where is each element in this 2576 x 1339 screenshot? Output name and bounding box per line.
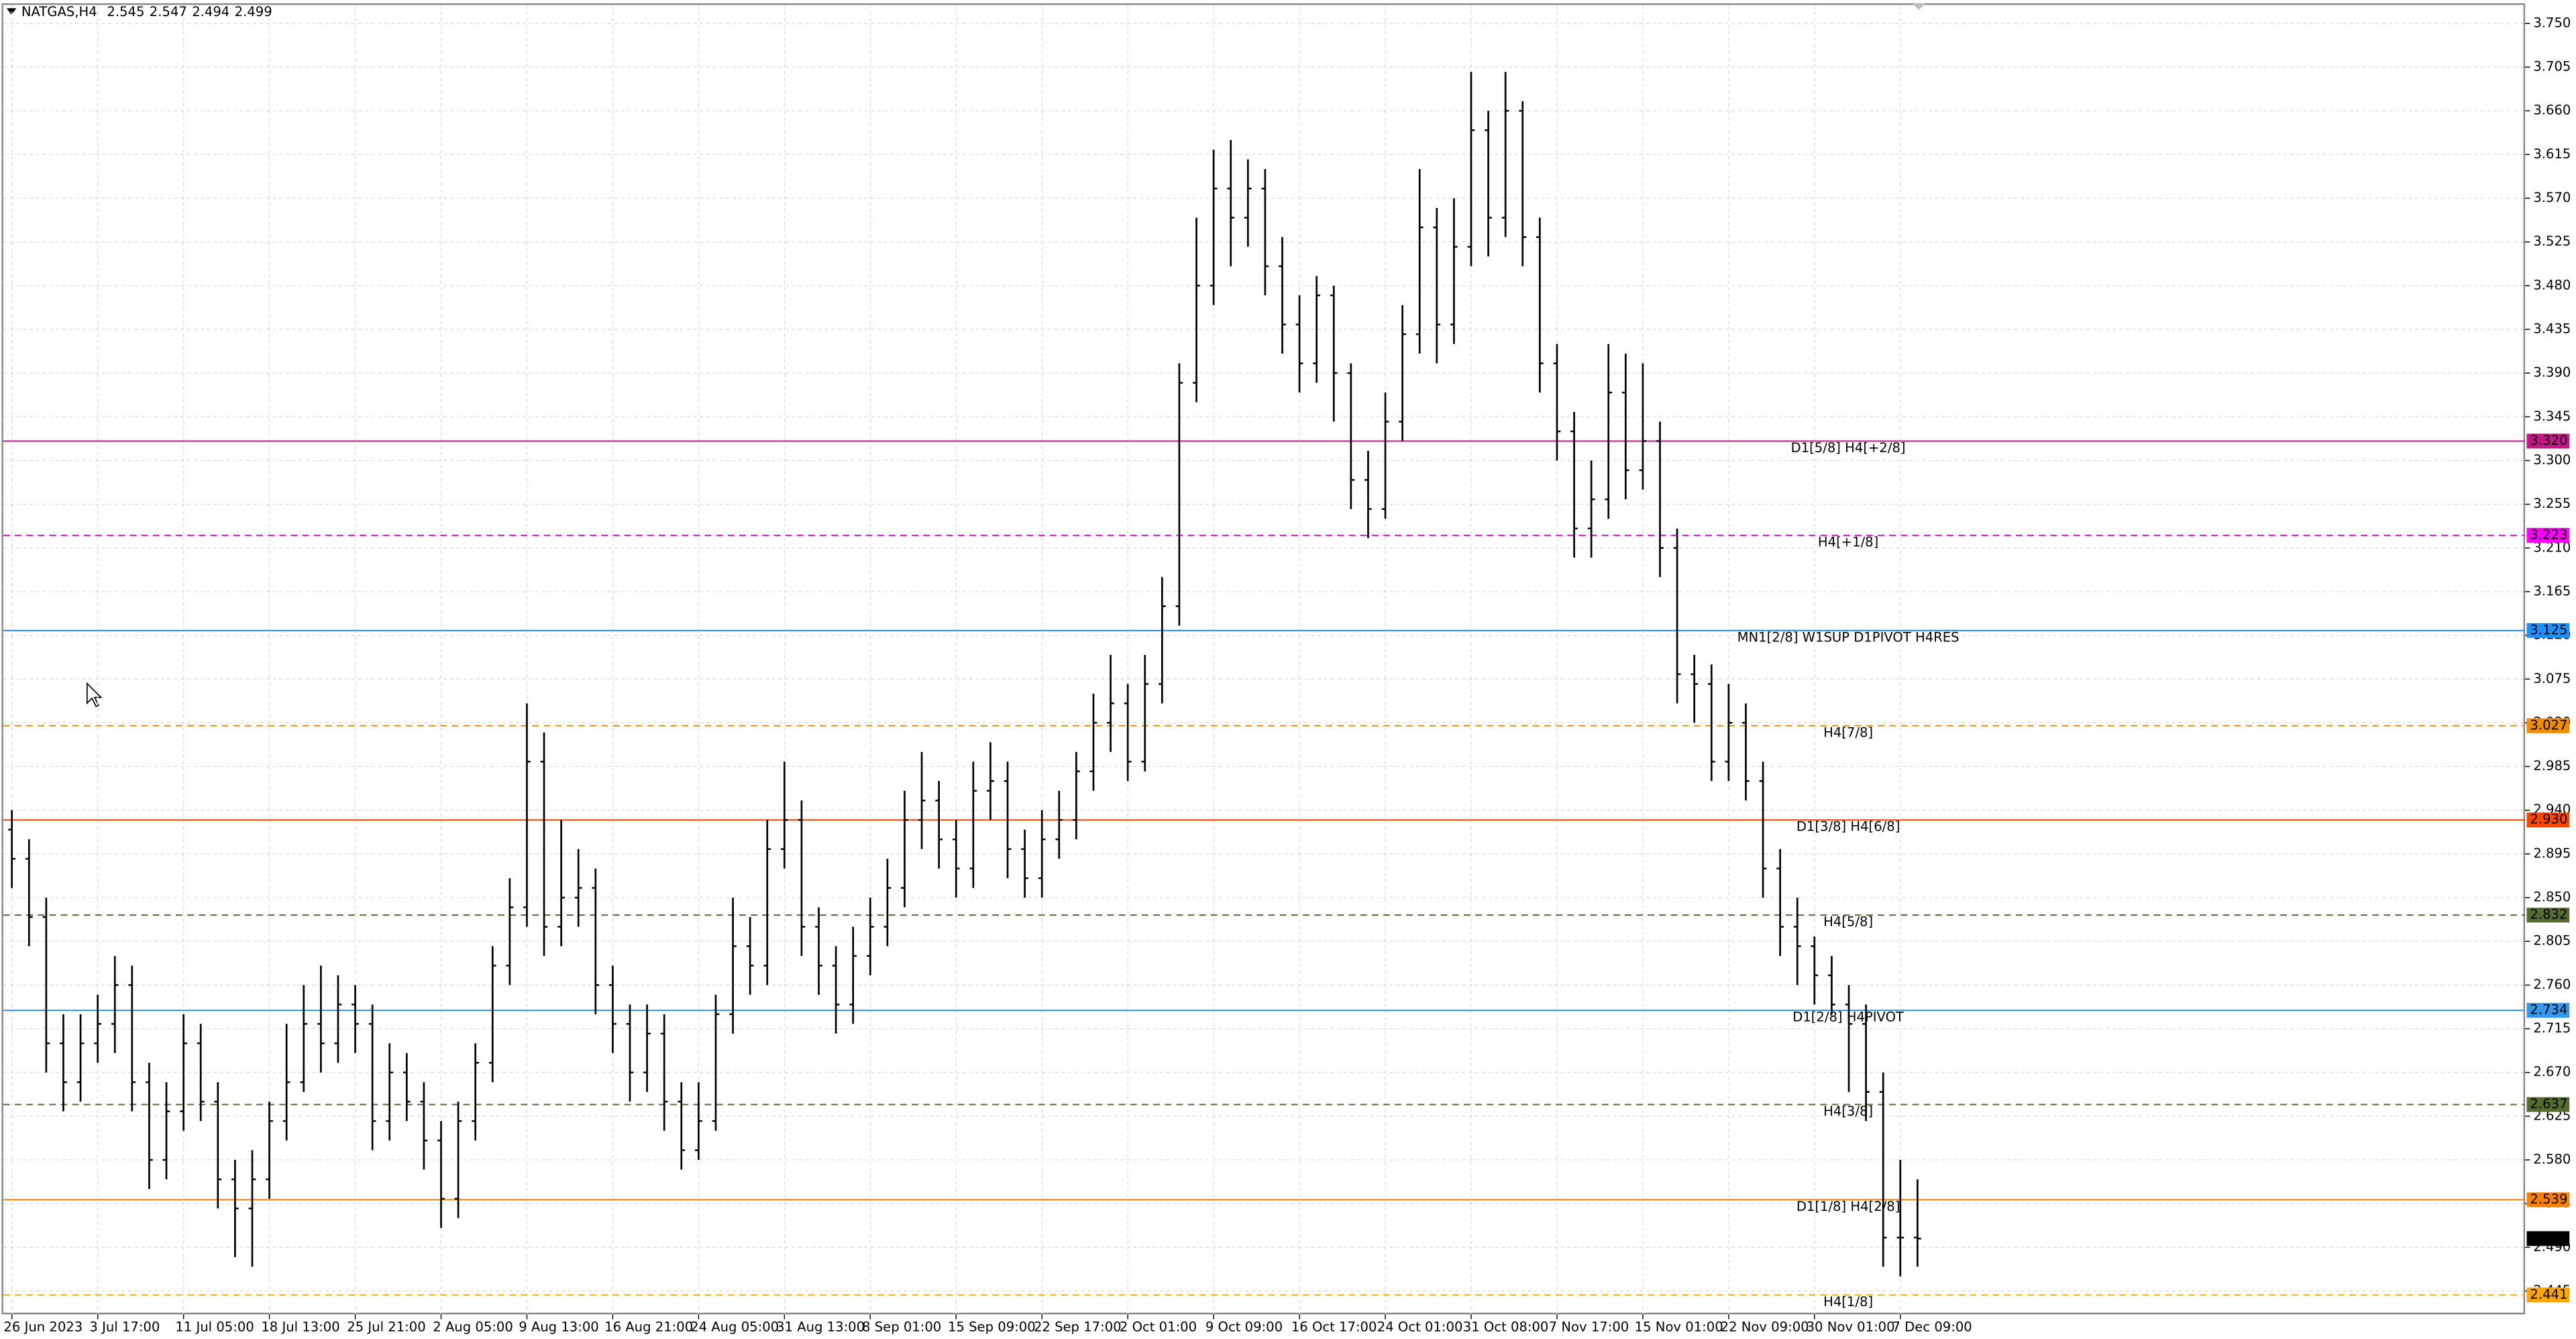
y-tick-label: 2.715 (2533, 1020, 2571, 1036)
price-tag (2526, 527, 2570, 543)
x-tick-label: 3 Jul 17:00 (89, 1319, 160, 1334)
price-tag-label: 2.832 (2530, 907, 2567, 922)
mouse-cursor (86, 682, 103, 708)
price-tag-label: 2.499 (2530, 1230, 2567, 1246)
y-tick-label: 3.570 (2533, 190, 2571, 205)
x-tick-label: 26 Jun 2023 (3, 1319, 83, 1334)
y-tick-label: 3.345 (2533, 409, 2571, 424)
x-tick-label: 22 Sep 17:00 (1034, 1319, 1122, 1334)
price-tag (2526, 1192, 2570, 1208)
x-tick-label: 24 Oct 01:00 (1377, 1319, 1463, 1334)
price-tag (2526, 623, 2570, 638)
y-tick-label: 2.850 (2533, 890, 2571, 905)
x-tick-label: 16 Oct 17:00 (1291, 1319, 1377, 1334)
y-tick-label: 3.660 (2533, 103, 2571, 118)
x-tick-label: 7 Nov 17:00 (1549, 1319, 1629, 1334)
price-tag (2526, 812, 2570, 828)
x-tick-label: 9 Oct 09:00 (1205, 1319, 1283, 1334)
y-tick-label: 3.750 (2533, 15, 2571, 30)
price-tag-label: 2.930 (2530, 812, 2567, 827)
price-tag (2526, 1231, 2570, 1246)
level-label: D1[3/8] H4[6/8] (1796, 819, 1900, 835)
price-tag-label: 2.637 (2530, 1096, 2567, 1112)
price-tag-label: 2.734 (2530, 1002, 2567, 1018)
quote-value: 2.499 (235, 4, 272, 19)
y-tick-label: 3.615 (2533, 146, 2571, 162)
y-tick-label: 3.255 (2533, 496, 2571, 511)
x-tick-label: 31 Oct 08:00 (1463, 1319, 1549, 1334)
price-tag-label: 3.125 (2530, 622, 2567, 637)
y-tick-label: 3.390 (2533, 365, 2571, 380)
level-label: D1[5/8] H4[+2/8] (1791, 440, 1906, 456)
x-tick-label: 15 Nov 01:00 (1635, 1319, 1723, 1334)
y-tick-label: 2.670 (2533, 1064, 2571, 1079)
level-label: MN1[2/8] W1SUP D1PIVOT H4RES (1737, 629, 1960, 645)
level-label: H4[+1/8] (1818, 534, 1878, 549)
y-tick-label: 3.300 (2533, 452, 2571, 468)
price-tag-label: 3.320 (2530, 433, 2567, 448)
price-tag (2526, 908, 2570, 923)
y-tick-label: 3.525 (2533, 233, 2571, 249)
level-label: H4[1/8] (1823, 1294, 1873, 1309)
y-tick-label: 2.805 (2533, 933, 2571, 949)
y-tick-label: 3.165 (2533, 583, 2571, 598)
price-tag-label: 2.539 (2530, 1191, 2567, 1207)
price-tag-label: 3.223 (2530, 527, 2567, 542)
y-tick-label: 2.895 (2533, 845, 2571, 861)
x-tick-label: 24 Aug 05:00 (690, 1319, 779, 1334)
plot-frame (1, 3, 2526, 1315)
axes: 3.750 3.705 3.660 3.615 3.570 3.525 3.480 3.435… (3, 15, 2571, 1334)
quote-value: 2.547 (150, 4, 187, 19)
y-tick-label: 2.985 (2533, 758, 2571, 773)
symbol-title: NATGAS,H4 (21, 4, 97, 19)
price-tag (2526, 1287, 2570, 1303)
x-tick-label: 31 Aug 13:00 (776, 1319, 865, 1334)
bars (8, 72, 1921, 1277)
y-tick-label: 3.075 (2533, 671, 2571, 686)
price-tag (2526, 718, 2570, 733)
x-tick-label: 7 Dec 09:00 (1892, 1319, 1972, 1334)
x-tick-label: 2 Oct 01:00 (1120, 1319, 1197, 1334)
price-tag (2526, 1003, 2570, 1018)
y-tick-label: 2.760 (2533, 977, 2571, 992)
price-tag-label: 2.441 (2530, 1287, 2567, 1302)
x-tick-label: 18 Jul 13:00 (261, 1319, 339, 1334)
level-label: H4[5/8] (1823, 914, 1873, 930)
y-tick-label: 3.480 (2533, 277, 2571, 292)
level-label: H4[7/8] (1823, 725, 1873, 740)
y-tick-label: 3.435 (2533, 321, 2571, 336)
x-tick-label: 15 Sep 09:00 (948, 1319, 1036, 1334)
x-tick-label: 2 Aug 05:00 (433, 1319, 513, 1334)
quote-value: 2.494 (192, 4, 229, 19)
price-tag (2526, 1097, 2570, 1112)
price-tag-label: 3.027 (2530, 717, 2567, 733)
level-label: H4[3/8] (1823, 1104, 1873, 1119)
y-tick-label: 2.580 (2533, 1152, 2571, 1167)
price-tag (2526, 433, 2570, 449)
quote-value: 2.545 (107, 4, 144, 19)
x-tick-label: 8 Sep 01:00 (862, 1319, 941, 1334)
level-label: D1[1/8] H4[2/8] (1796, 1199, 1900, 1214)
x-tick-label: 9 Aug 13:00 (519, 1319, 599, 1334)
x-tick-label: 16 Aug 21:00 (604, 1319, 693, 1334)
x-tick-label: 11 Jul 05:00 (175, 1319, 254, 1334)
shift-marker (1912, 3, 1926, 10)
y-tick-label: 3.705 (2533, 59, 2571, 74)
y-tick-label: 3.210 (2533, 539, 2571, 555)
x-tick-label: 25 Jul 21:00 (347, 1319, 425, 1334)
x-tick-label: 30 Nov 01:00 (1807, 1319, 1895, 1334)
x-tick-label: 22 Nov 09:00 (1721, 1319, 1809, 1334)
